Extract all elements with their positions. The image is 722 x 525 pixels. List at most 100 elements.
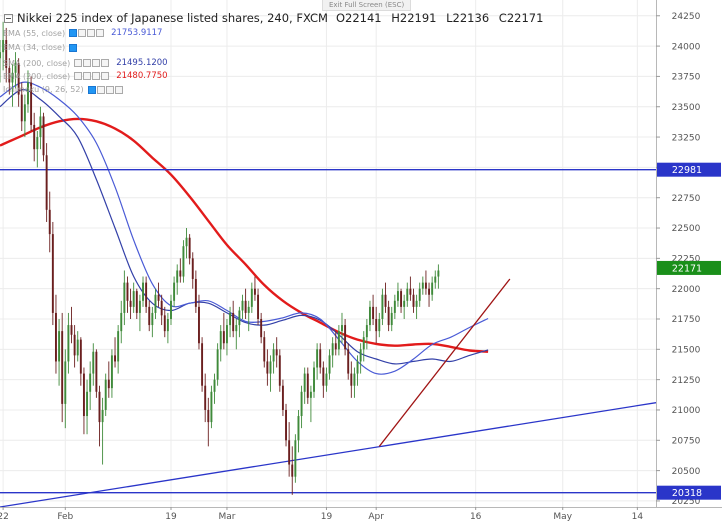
candle-body [0,52,1,59]
candle-body [222,331,225,344]
price-tick-label: 24000 [672,42,701,52]
candle-body [129,300,132,307]
candle-body [365,325,368,338]
legend-ichimoku[interactable]: Ichimoku (9, 26, 52) [3,85,124,94]
price-tick-label: 23750 [672,73,701,83]
horizontal-lines [0,168,656,494]
candlesticks [0,21,440,495]
candle-body [316,349,319,368]
candle-body [390,312,393,326]
candle-body [297,416,300,441]
candle-body [151,312,154,326]
candle-body [328,355,331,374]
legend-label: EMA (34, close) [3,43,66,52]
candle-body [437,270,440,277]
eye-icon[interactable] [69,43,78,52]
candle-body [278,355,281,386]
candle-body [387,306,390,326]
candle-body [188,237,191,259]
legend-ema-200[interactable]: EMA (200, close) 21480.7750 [3,71,168,81]
candle-body [362,337,365,350]
legend-value: 21753.9117 [111,28,163,38]
candle-body [61,331,64,404]
close-icon[interactable] [92,72,101,80]
exit-full-screen-button[interactable]: Exit Full Screen (ESC) [322,0,412,11]
candle-body [275,349,278,356]
level-price-label-bg [657,485,721,500]
time-tick-label: 14 [632,512,644,521]
legend-label: EMA (200, close) [3,71,71,81]
legend-label: EMA (55, close) [3,28,66,38]
candle-body [163,315,166,332]
candle-body [424,282,427,289]
eye-icon[interactable] [87,85,96,94]
symbol-title[interactable]: Nikkei 225 index of Japanese listed shar… [17,11,328,25]
current-price-label: 22171 [672,263,702,274]
candle-body [14,63,17,73]
candle-body [331,343,334,356]
candle-body [415,300,418,307]
candle-body [36,137,39,150]
legend-label: Ichimoku (9, 26, 52) [3,85,84,94]
legend-buttons[interactable] [87,85,124,94]
more-icon[interactable] [101,59,110,67]
close-icon[interactable] [87,29,96,37]
collapse-icon[interactable] [4,13,13,23]
settings-icon[interactable] [83,72,92,80]
time-axis-bg [0,507,722,521]
more-icon[interactable] [96,29,105,37]
candle-body [101,409,104,423]
time-axis[interactable]: 22 Feb 19 Mar 19 Apr 16 May 14 [0,507,722,522]
candle-body [334,343,337,350]
candle-body [120,312,123,332]
eye-icon[interactable] [69,29,78,37]
legend-ema-34[interactable]: EMA (34, close) [3,43,78,52]
candle-body [70,325,73,335]
legend-ema-55[interactable]: EMA (55, close) 21753.9117 [3,28,162,38]
candle-body [303,373,306,392]
candle-body [45,155,48,210]
legend-buttons[interactable] [69,43,78,52]
legend-sma-200[interactable]: SMA (200, close) 21495.1200 [3,58,168,68]
eye-icon[interactable] [74,72,83,80]
candle-body [353,373,356,386]
trendline [0,402,657,508]
candle-body [431,282,434,295]
candle-body [67,325,70,362]
candle-body [229,312,232,326]
settings-icon[interactable] [83,59,92,67]
settings-icon[interactable] [78,29,87,37]
eye-icon[interactable] [74,59,83,67]
settings-icon[interactable] [96,85,105,94]
more-icon[interactable] [114,85,123,94]
candle-body [235,325,238,332]
legend-buttons[interactable] [74,59,110,67]
price-tick-label: 23250 [672,133,701,143]
candle-body [291,464,294,477]
candle-body [166,318,169,332]
candle-body [281,385,284,410]
price-tick-label: 22750 [672,194,701,204]
candle-body [107,379,110,389]
candle-body [170,300,172,319]
close-icon[interactable] [92,59,101,67]
price-axis[interactable]: 20250 20500 20750 21000 21250 21500 21750 22000… [656,0,722,507]
candle-body [48,209,51,235]
price-tick-label: 20750 [672,436,701,446]
candle-body [244,300,247,313]
candle-body [238,310,241,326]
legend-buttons[interactable] [69,29,105,37]
more-icon[interactable] [101,72,110,80]
candle-body [309,391,312,398]
candle-body [232,312,235,332]
candle-body [384,294,387,307]
candle-body [185,237,188,247]
time-tick-label: May [553,512,572,521]
legend-buttons[interactable] [74,72,110,80]
candle-body [313,367,315,392]
time-tick-label: Apr [368,512,384,521]
time-tick-label: 16 [470,512,482,521]
close-icon[interactable] [105,85,114,94]
